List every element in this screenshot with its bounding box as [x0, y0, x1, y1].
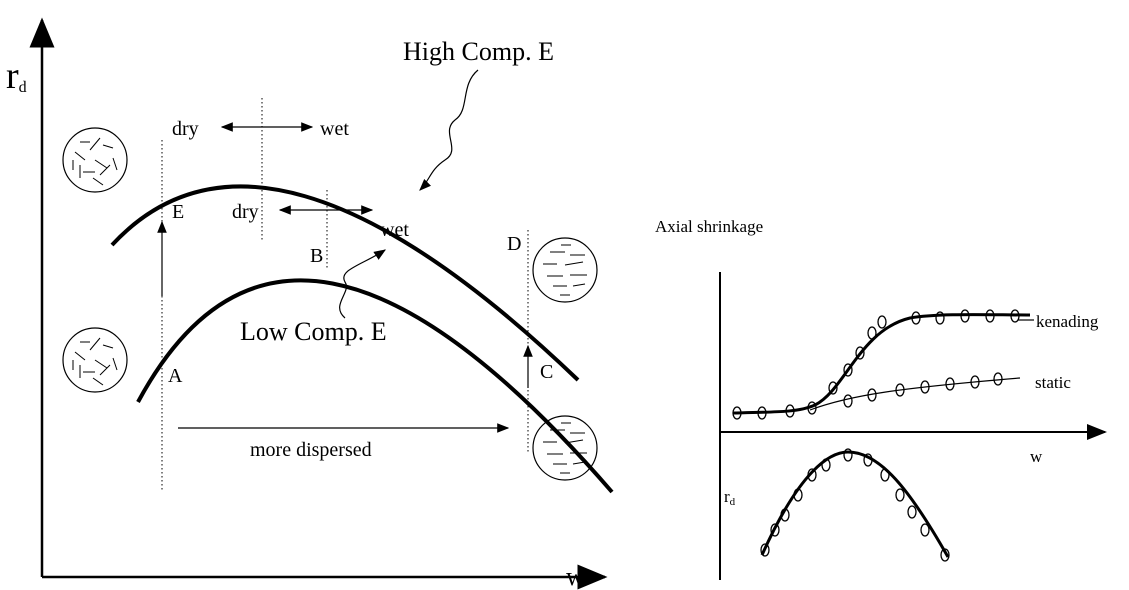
y-axis-label: rd [6, 55, 27, 97]
sample-point [994, 373, 1002, 385]
sample-point [921, 524, 929, 536]
sample-point [868, 327, 876, 339]
point-label: D [507, 233, 521, 255]
point-label: A [168, 365, 183, 387]
static-curve [810, 378, 1020, 410]
high-label: High Comp. E [403, 37, 554, 66]
point-label: E [172, 201, 184, 223]
wet-label: wet [380, 219, 409, 241]
low-label: Low Comp. E [240, 317, 387, 346]
particle-icons [63, 128, 597, 480]
rd-curve [762, 452, 948, 557]
dry-label: dry [232, 201, 259, 223]
sample-point [908, 506, 916, 518]
kneading-curve [733, 315, 1030, 413]
x-axis-label: w [1030, 447, 1043, 466]
particle-icon [533, 238, 597, 302]
guide-lines [162, 98, 528, 490]
dispersed-label: more dispersed [250, 439, 372, 461]
particle-icon [63, 128, 127, 192]
x-axis-label: w [566, 562, 585, 590]
point-label: B [310, 245, 323, 267]
sample-point [896, 489, 904, 501]
low-curve [138, 280, 612, 492]
particle-icon [533, 416, 597, 480]
sample-point [844, 395, 852, 407]
series-label: kenading [1036, 312, 1099, 331]
rd-label: rd [724, 487, 736, 508]
particle-icon [63, 328, 127, 392]
sample-point [881, 469, 889, 481]
diagram: rd w dry wet dry wet High Comp. E Low Co… [0, 0, 1129, 590]
dry-label: dry [172, 118, 199, 140]
left-axes [42, 20, 605, 577]
y-axis-label: Axial shrinkage [655, 217, 763, 236]
sample-point [878, 316, 886, 328]
series-label: static [1035, 373, 1071, 392]
wet-label: wet [320, 118, 349, 140]
point-label: C [540, 361, 553, 383]
